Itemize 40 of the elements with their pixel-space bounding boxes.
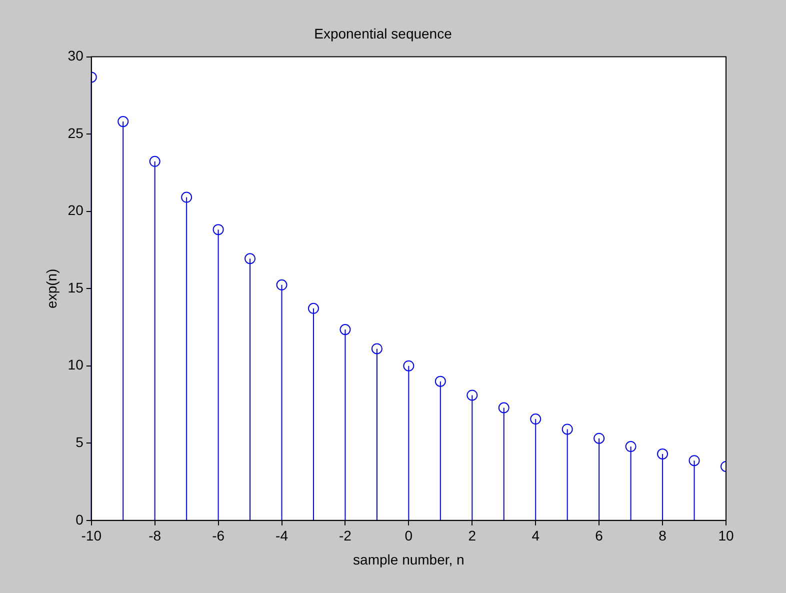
x-tick-label: 4 <box>532 528 540 544</box>
y-tick-label: 15 <box>68 279 84 296</box>
x-tick-label: 0 <box>404 528 413 544</box>
x-tick-label: -6 <box>212 528 225 544</box>
chart-title: Exponential sequence <box>314 25 452 42</box>
point <box>244 253 256 264</box>
point <box>276 279 288 290</box>
point <box>340 324 351 336</box>
x-tick-label: -10 <box>81 528 102 544</box>
point <box>562 424 573 435</box>
x-tick-label: 6 <box>595 528 604 544</box>
y-tick-label: 10 <box>68 356 84 373</box>
point <box>466 390 478 401</box>
y-tick-label: 30 <box>68 48 84 64</box>
y-axis-title: exp(n) <box>43 268 60 308</box>
y-tick-label: 20 <box>68 202 84 218</box>
point <box>625 441 636 452</box>
y-tick-label: 25 <box>68 124 84 141</box>
x-tick-label: -4 <box>276 528 288 544</box>
point <box>403 360 414 372</box>
point <box>688 455 700 466</box>
point <box>308 302 319 314</box>
x-tick-label: 2 <box>468 528 476 544</box>
x-axis-title: sample number, n <box>353 551 464 568</box>
point <box>371 343 382 354</box>
y-tick-label: 0 <box>76 511 84 528</box>
x-tick-label: -2 <box>338 528 352 544</box>
point <box>212 224 224 236</box>
point <box>118 116 129 128</box>
point <box>149 156 160 167</box>
y-tick-label: 5 <box>76 434 84 450</box>
point <box>594 432 605 444</box>
x-tick-label: 8 <box>658 528 667 544</box>
point <box>657 448 668 460</box>
x-tick-label: -8 <box>148 528 162 544</box>
point <box>498 402 510 414</box>
point <box>434 376 446 387</box>
point <box>181 192 192 203</box>
x-tick-label: 10 <box>718 528 734 544</box>
point <box>530 414 542 425</box>
